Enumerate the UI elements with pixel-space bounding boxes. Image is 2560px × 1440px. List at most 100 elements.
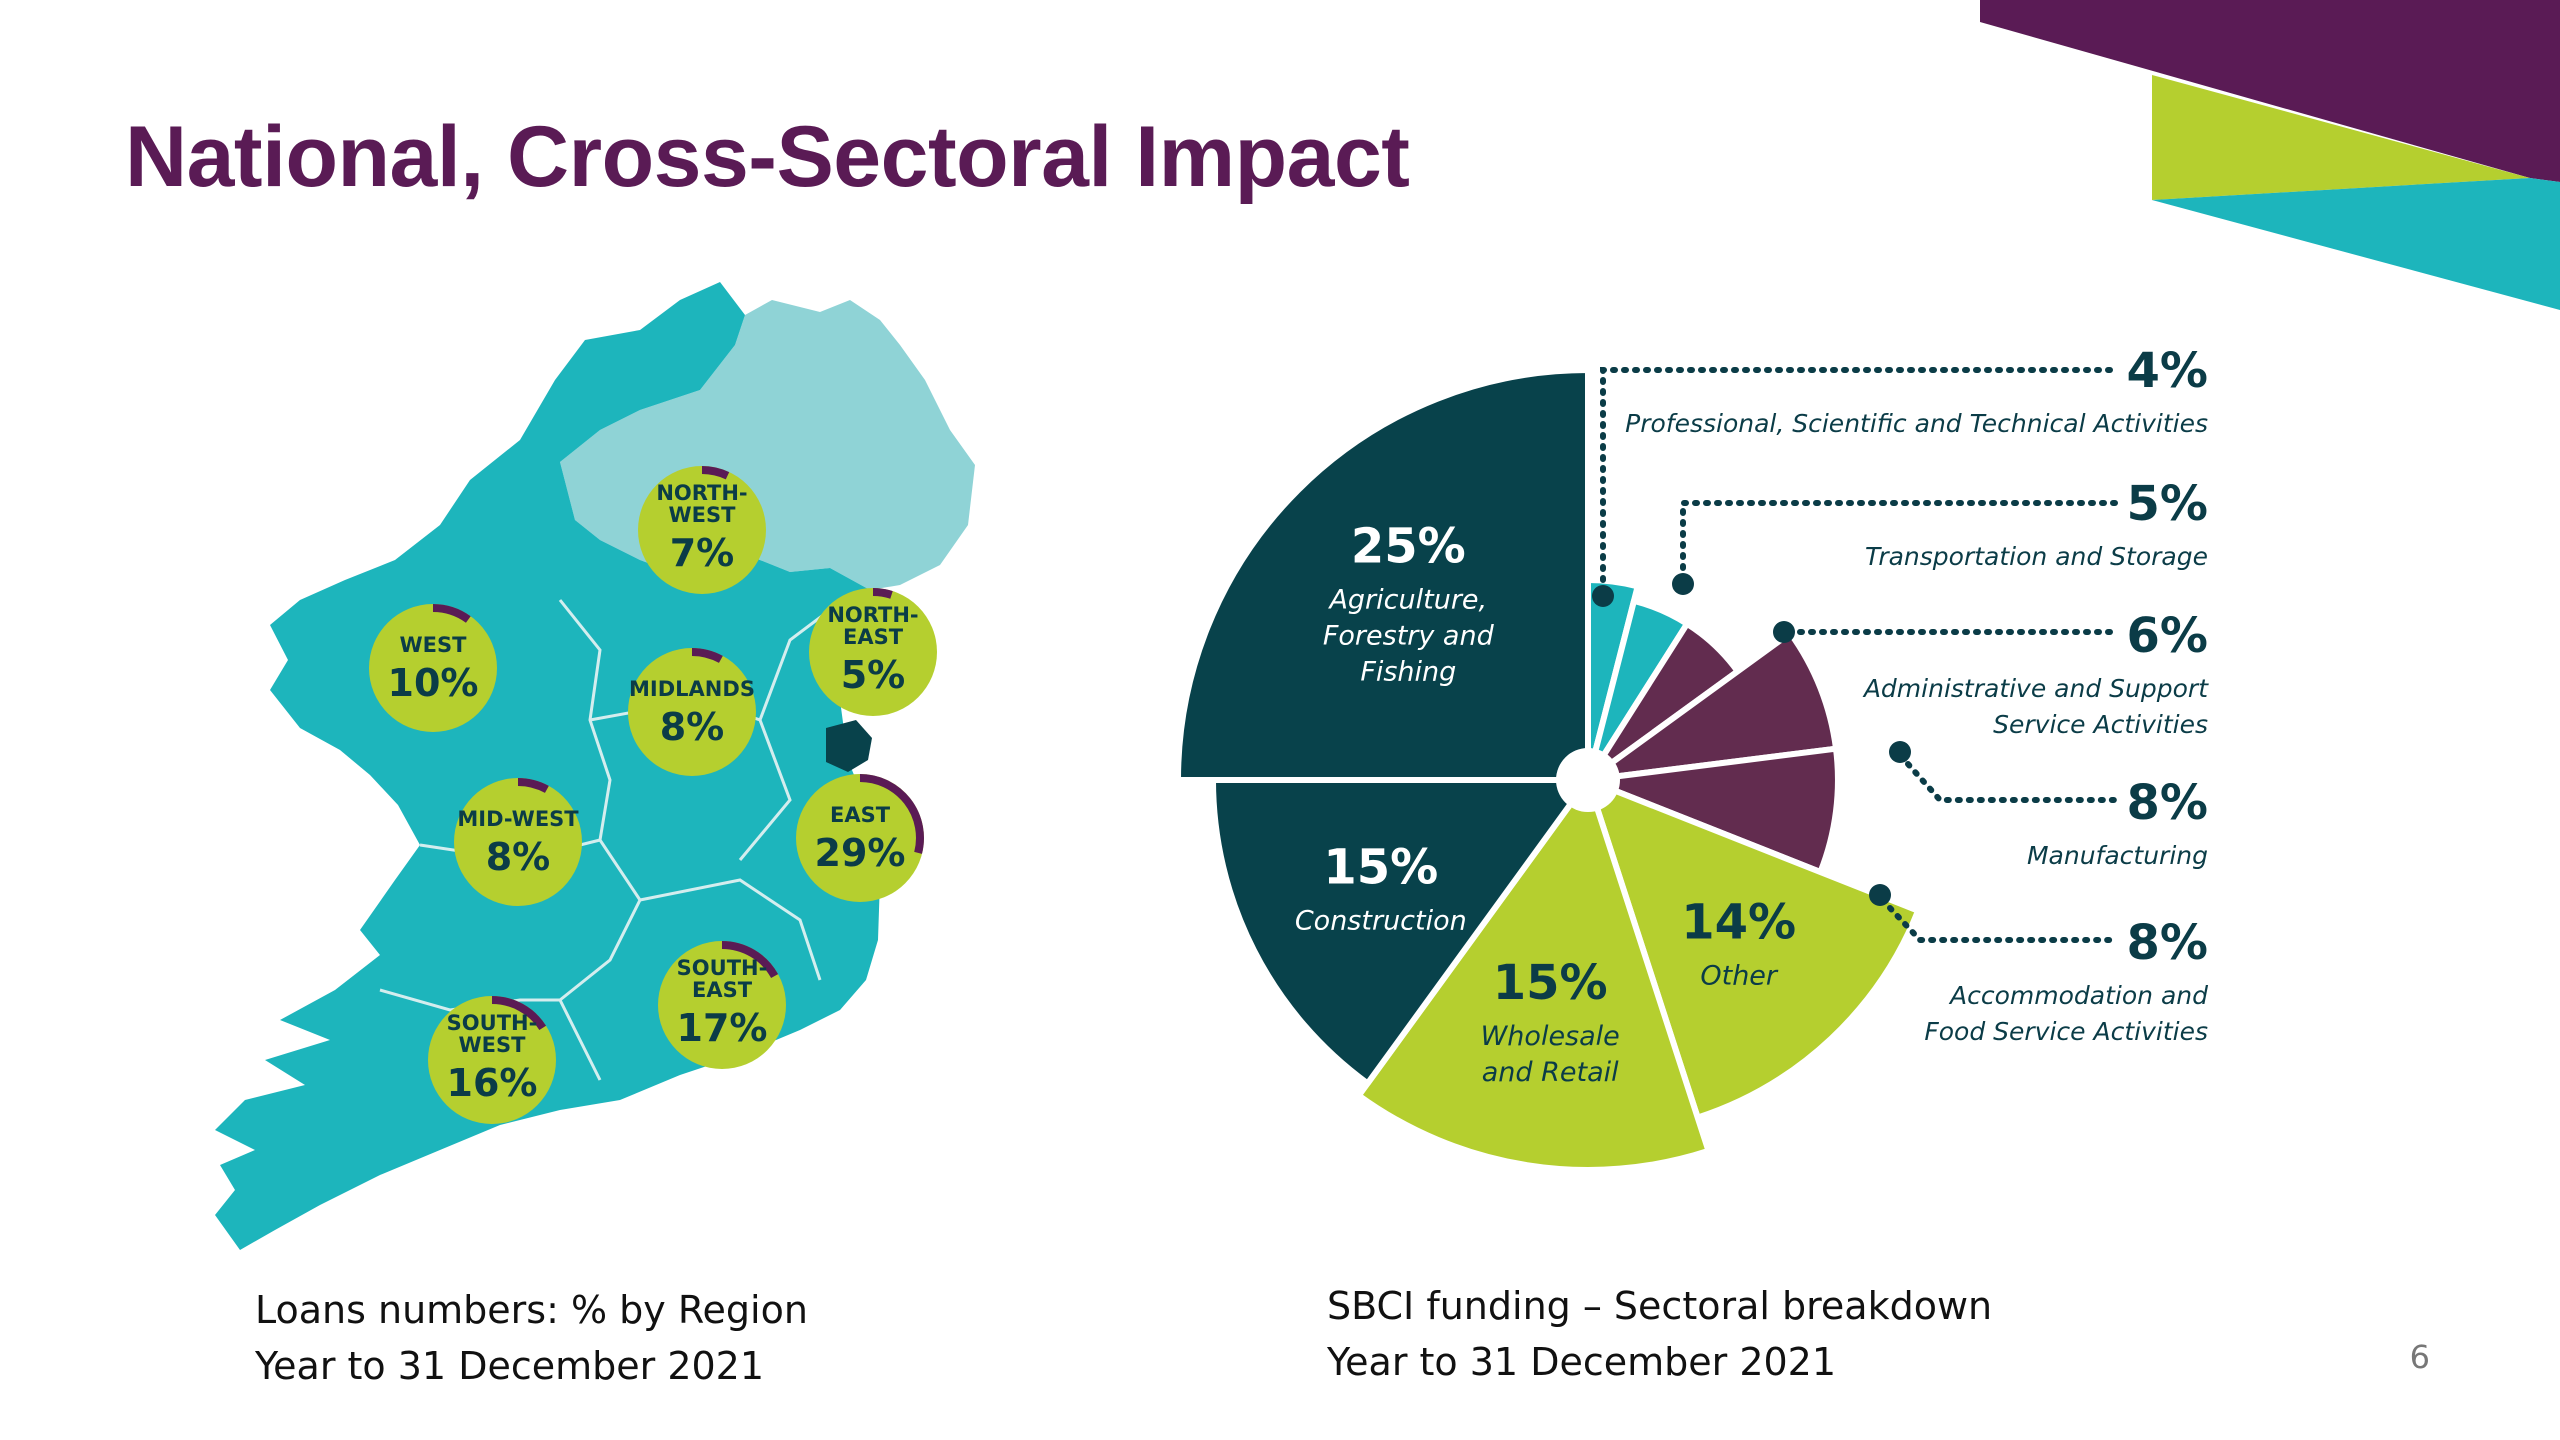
region-percentage: 7%: [670, 531, 735, 575]
region-share-arc: [517, 777, 549, 793]
region-badge-south-east: SOUTH-EAST 17%: [658, 941, 786, 1069]
region-badge-east: EAST 29%: [796, 774, 924, 902]
region-name: EAST: [830, 803, 891, 827]
callout-label: Food Service Activities: [1924, 1017, 2208, 1046]
pie-callout: 8% Accommodation and Food Service Activiti…: [1869, 884, 2208, 1046]
boundary-east: [758, 608, 831, 721]
callout-label: Administrative and Support: [1862, 674, 2209, 703]
region-name: WEST: [669, 503, 737, 527]
callout-anchor-dot: [1672, 573, 1694, 595]
pie-callout: 5% Transportation and Storage: [1672, 476, 2208, 595]
callout-leader-line: [1680, 500, 2118, 571]
region-badge-south-west: SOUTH-WEST 16%: [428, 996, 556, 1124]
callout-leader-line: [1905, 761, 2118, 803]
region-share-arc: [432, 604, 471, 623]
callout-percentage: 5%: [2127, 476, 2209, 532]
region-percentage: 16%: [447, 1061, 538, 1105]
pie-slice-percentage: 25%: [1351, 518, 1466, 574]
region-share-arc: [701, 466, 730, 480]
pie-slice-percentage: 14%: [1681, 894, 1796, 950]
region-name: NORTH-: [827, 603, 918, 627]
region-name: WEST: [400, 633, 468, 657]
callout-leader-line: [1600, 367, 2118, 583]
boundary-southwest: [379, 988, 602, 1081]
region-name: SOUTH-: [677, 956, 768, 980]
callout-anchor-dot: [1592, 585, 1614, 607]
callout-label: Manufacturing: [2027, 841, 2208, 870]
region-badge-circle: [628, 648, 756, 776]
region-name: EAST: [692, 978, 753, 1002]
region-badge-circle: [369, 604, 497, 732]
pie-slice: [1175, 367, 1591, 783]
region-percentage: 8%: [660, 705, 725, 749]
dublin-area-shape: [826, 720, 872, 772]
region-badge-circle: [658, 941, 786, 1069]
pie-slice-percentage: 15%: [1493, 955, 1608, 1011]
region-badge-mid-west: MID-WEST 8%: [454, 777, 582, 906]
pie-caption-line2: Year to 31 December 2021: [1327, 1340, 1837, 1384]
map-caption-line1: Loans numbers: % by Region: [255, 1288, 808, 1332]
pie-slice-label: Agriculture,: [1327, 584, 1487, 615]
pie-slice-label: Fishing: [1360, 656, 1456, 687]
callout-percentage: 8%: [2127, 915, 2209, 971]
region-badge-west: WEST 10%: [369, 604, 497, 732]
region-name: MID-WEST: [457, 807, 579, 831]
region-name: EAST: [843, 625, 904, 649]
pie-caption: SBCI funding – Sectoral breakdown Year t…: [1327, 1278, 1992, 1390]
region-share-arc: [491, 996, 547, 1031]
pie-callout: 4% Professional, Scientific and Technical…: [1592, 343, 2208, 607]
callout-label: Transportation and Storage: [1865, 542, 2208, 571]
pie-callout: 8% Manufacturing: [1889, 741, 2208, 870]
pie-slice-percentage: 15%: [1323, 840, 1438, 896]
region-badge-north-east: NORTH-EAST 5%: [809, 587, 937, 716]
region-share-arc: [872, 587, 893, 599]
corner-teal-band: [2152, 178, 2560, 310]
region-percentage: 8%: [486, 835, 551, 879]
region-percentage: 29%: [815, 831, 906, 875]
callout-anchor-dot: [1889, 741, 1911, 763]
region-badges: NORTH-WEST7%WEST10%NORTH-EAST5%MIDLANDS8…: [369, 466, 937, 1124]
pie-callout: 6% Administrative and Support Service Acti…: [1773, 608, 2209, 739]
boundary-southeast: [639, 878, 822, 981]
pie-slice-label: Other: [1700, 960, 1779, 991]
region-badge-north-west: NORTH-WEST 7%: [638, 466, 766, 594]
pie-slice-label: and Retail: [1482, 1057, 1619, 1088]
callout-anchor-dot: [1773, 621, 1795, 643]
callout-label: Professional, Scientific and Technical A…: [1625, 409, 2208, 438]
region-badge-circle: [796, 774, 924, 902]
region-percentage: 10%: [388, 661, 479, 705]
region-percentage: 5%: [841, 653, 906, 697]
pie-caption-line1: SBCI funding – Sectoral breakdown: [1327, 1284, 1993, 1328]
pie-slice: [1210, 777, 1591, 1087]
ireland-map: NORTH-WEST7%WEST10%NORTH-EAST5%MIDLANDS8…: [215, 282, 975, 1250]
callout-label: Accommodation and: [1948, 981, 2208, 1010]
slide-number: 6: [2409, 1338, 2430, 1376]
map-caption-line2: Year to 31 December 2021: [255, 1344, 765, 1388]
pie-slice: [1355, 777, 1712, 1173]
pie-slice-label: Construction: [1295, 906, 1467, 937]
region-share-arc: [721, 941, 779, 979]
region-badge-circle: [809, 588, 937, 716]
slide-title: National, Cross-Sectoral Impact: [125, 109, 1410, 205]
corner-lime-band: [2152, 75, 2530, 200]
callout-percentage: 4%: [2127, 343, 2209, 399]
sector-pie-chart: 14% Other 15% Wholesale and Retail 15% Constru…: [1175, 343, 2209, 1173]
pie-slice: [1585, 745, 1841, 875]
region-name: WEST: [459, 1033, 527, 1057]
region-name: SOUTH-: [447, 1011, 538, 1035]
region-badge-circle: [638, 466, 766, 594]
callout-label: Service Activities: [1993, 710, 2208, 739]
pie-slice-label: Wholesale: [1481, 1021, 1620, 1052]
corner-decoration: [1980, 0, 2560, 310]
region-name: NORTH-: [656, 481, 747, 505]
region-name: MIDLANDS: [629, 677, 755, 701]
map-caption: Loans numbers: % by Region Year to 31 De…: [255, 1282, 808, 1394]
region-percentage: 17%: [677, 1006, 768, 1050]
callout-percentage: 6%: [2127, 608, 2209, 664]
region-share-arc: [859, 774, 924, 854]
pie-center-hole: [1556, 748, 1620, 812]
region-badge-circle: [428, 996, 556, 1124]
pie-slice-label: Forestry and: [1323, 620, 1495, 651]
callout-anchor-dot: [1869, 884, 1891, 906]
